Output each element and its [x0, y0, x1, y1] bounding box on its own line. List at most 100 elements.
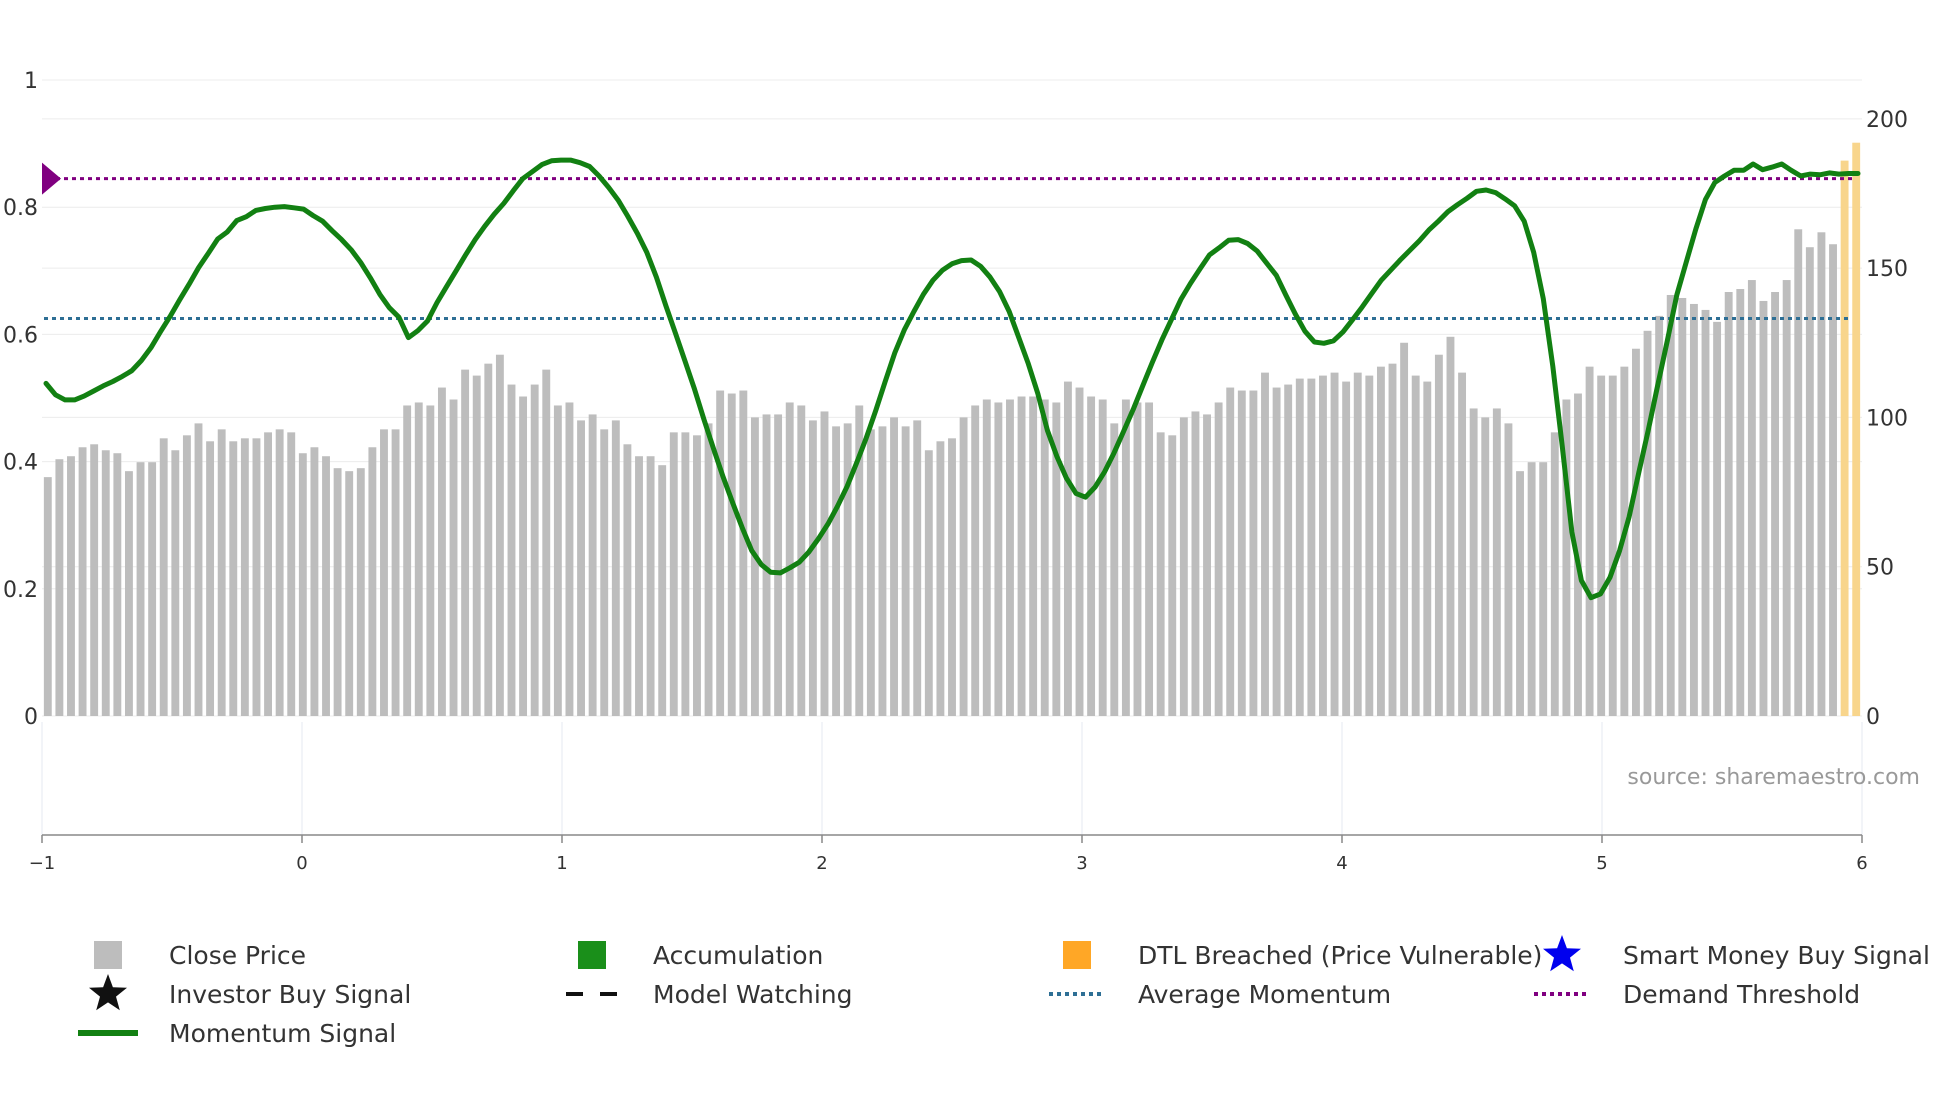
close-price-bar [507, 384, 516, 716]
close-price-bar [936, 441, 945, 716]
close-price-bar [959, 417, 968, 716]
x-tick-label: 3 [1076, 853, 1087, 874]
close-price-bar [287, 432, 296, 716]
close-price-bar [820, 411, 829, 716]
close-price-bar [1458, 372, 1467, 716]
close-price-bar [1597, 375, 1606, 716]
gray-square-icon [94, 941, 122, 969]
close-price-bars [43, 142, 1861, 717]
left-tick-label: 0.6 [3, 323, 38, 348]
close-price-bar [1075, 387, 1084, 716]
legend-label: Average Momentum [1138, 980, 1391, 1009]
close-price-bar [832, 426, 841, 716]
close-price-bar [1782, 280, 1791, 716]
legend-item: Demand Threshold [1534, 980, 1860, 1009]
close-price-bar [171, 450, 180, 716]
close-price-bar [252, 438, 261, 716]
close-price-bar [1817, 232, 1826, 717]
close-price-bar [1423, 381, 1432, 716]
close-price-bar [1145, 402, 1154, 716]
legend-label: Model Watching [653, 980, 853, 1009]
close-price-bar [1295, 378, 1304, 716]
close-price-bar [1562, 399, 1571, 716]
close-price-bar [67, 456, 75, 716]
close-price-bar [866, 429, 875, 716]
close-price-bar [1585, 366, 1594, 716]
close-price-bar [495, 354, 504, 716]
close-price-bar [611, 420, 620, 716]
close-price-bar [1388, 363, 1397, 716]
close-price-bar [693, 435, 701, 716]
x-tick-label: 2 [816, 853, 827, 874]
close-price-bar [785, 402, 794, 716]
close-price-bar [1446, 336, 1455, 716]
close-price-bar [1713, 321, 1722, 716]
close-price-bar [600, 429, 609, 716]
close-price-bar [924, 450, 933, 716]
close-price-bar [391, 429, 400, 716]
close-price-bar [380, 429, 388, 716]
legend-label: Smart Money Buy Signal [1623, 941, 1930, 970]
close-price-bar [310, 447, 319, 716]
close-price-bar [890, 417, 898, 716]
close-price-bar [1747, 280, 1756, 716]
close-price-bar [1006, 399, 1014, 716]
close-price-bar [774, 414, 783, 716]
close-price-bar [681, 432, 690, 716]
legend-item: Smart Money Buy Signal [1543, 935, 1930, 972]
close-price-bar [1063, 381, 1072, 716]
close-price-bar [1087, 396, 1096, 716]
close-price-bar [345, 471, 354, 716]
close-price-bar [843, 423, 852, 716]
legend-label: Momentum Signal [169, 1019, 396, 1048]
close-price-bar [1794, 229, 1803, 716]
close-price-bar [1029, 396, 1038, 716]
close-price-bar [1052, 402, 1061, 716]
close-price-bar [322, 456, 330, 716]
left-tick-label: 0 [24, 705, 38, 730]
x-tick-label: 0 [296, 853, 307, 874]
close-price-bar [1492, 408, 1501, 716]
close-price-bar [1701, 309, 1710, 716]
close-price-bar [43, 477, 52, 716]
close-price-bar [1608, 375, 1617, 716]
close-price-bar [519, 396, 528, 716]
close-price-bar [333, 468, 342, 716]
close-price-bar [1724, 292, 1733, 716]
close-price-bar [217, 429, 226, 716]
legend-item: Accumulation [578, 941, 823, 970]
close-price-bar [1469, 408, 1478, 716]
close-price-bar [484, 363, 493, 716]
close-price-bar [553, 405, 562, 716]
close-price-bar [1110, 423, 1119, 716]
close-price-bar [1121, 399, 1130, 716]
close-price-bar [565, 402, 574, 716]
close-price-bar [1156, 432, 1165, 716]
close-price-bar [1736, 289, 1745, 716]
legend: Close Price Accumulation DTL Breached (Pri… [78, 935, 1930, 1048]
legend-item: Momentum Signal [78, 1019, 396, 1048]
close-price-bar [1516, 471, 1524, 716]
close-price-bar [206, 441, 215, 716]
legend-item: Close Price [94, 941, 306, 970]
close-price-bar [727, 393, 736, 716]
close-price-bar [1550, 432, 1559, 716]
close-price-bar [449, 399, 458, 716]
left-tick-label: 0.8 [3, 196, 38, 221]
close-price-bar [704, 423, 713, 716]
close-price-bar [1261, 372, 1269, 716]
close-price-bar [113, 453, 122, 716]
close-price-bar [229, 441, 238, 716]
right-tick-label: 200 [1866, 108, 1908, 133]
close-price-bar [1237, 390, 1246, 716]
close-price-bar [426, 405, 435, 716]
close-price-bar [1689, 303, 1698, 716]
close-price-bar [182, 435, 191, 716]
close-price-bar [275, 429, 284, 716]
close-price-bar [101, 450, 110, 716]
close-price-bar [414, 402, 423, 716]
x-tick-label: 5 [1596, 853, 1607, 874]
close-price-bar [298, 453, 307, 716]
right-tick-label: 150 [1866, 257, 1908, 282]
